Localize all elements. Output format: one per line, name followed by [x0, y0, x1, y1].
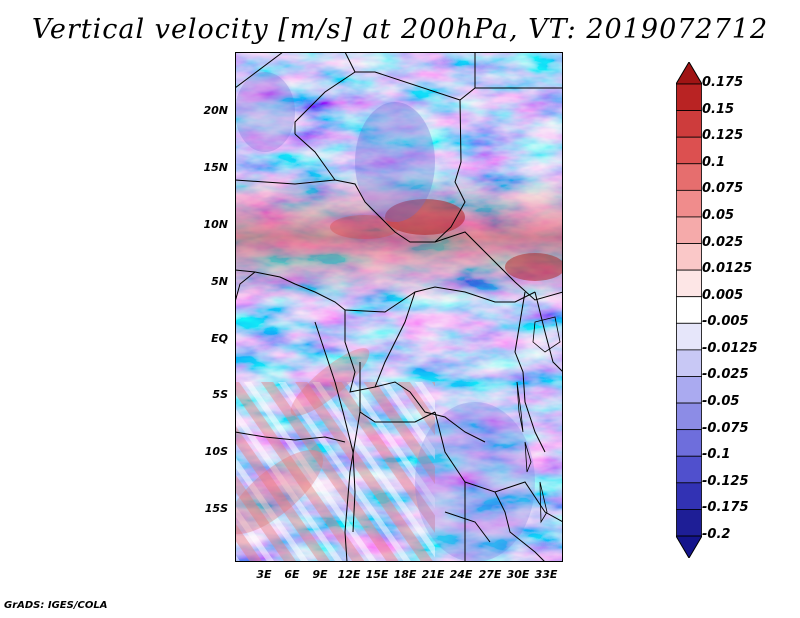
colorbar-label: 0.0125 [702, 261, 753, 277]
colorbar-label: -0.075 [702, 420, 749, 436]
lat-tick-label: 5S [212, 388, 228, 401]
lon-tick-label: 27E [478, 568, 502, 581]
lon-tick-label: 18E [393, 568, 417, 581]
lakes [516, 316, 561, 524]
lat-tick-label: EQ [211, 332, 228, 345]
colorbar-label: -0.1 [702, 447, 731, 463]
lon-tick-label: 24E [449, 568, 473, 581]
lon-tick-label: 9E [312, 568, 328, 581]
colorbar-label: -0.005 [702, 314, 749, 330]
colorbar-segment [676, 349, 702, 377]
colorbar-segment [676, 62, 702, 85]
lat-tick-label: 15N [203, 161, 228, 174]
colorbar-segment [676, 296, 702, 324]
colorbar-label: -0.125 [702, 473, 749, 489]
colorbar-segment [676, 455, 702, 484]
colorbar-label: 0.075 [702, 181, 744, 197]
colorbar-label: -0.2 [702, 527, 731, 542]
colorbar-label: 0.005 [702, 287, 744, 303]
colorbar [676, 62, 702, 558]
colorbar-segment [676, 189, 702, 218]
colorbar-segment [676, 376, 702, 404]
colorbar-label: -0.175 [702, 500, 749, 516]
colorbar-label: -0.0125 [702, 340, 758, 356]
colorbar-segment [676, 402, 702, 431]
colorbar-label: 0.15 [702, 101, 735, 117]
colorbar-segment [676, 136, 702, 165]
colorbar-label: 0.125 [702, 128, 744, 144]
colorbar-label: 0.1 [702, 154, 726, 170]
colorbar-segment [676, 243, 702, 271]
colorbar-segment [676, 163, 702, 191]
lat-tick-label: 5N [211, 275, 228, 288]
colorbar-label: -0.025 [702, 367, 749, 383]
colorbar-segment [676, 216, 702, 244]
colorbar-segment [676, 509, 702, 537]
lat-tick-label: 10N [203, 218, 228, 231]
lat-tick-label: 20N [203, 104, 228, 117]
colorbar-segment [676, 269, 702, 298]
lon-tick-label: 12E [337, 568, 361, 581]
lon-tick-label: 30E [506, 568, 530, 581]
colorbar-segment [676, 429, 702, 457]
colorbar-label: 0.05 [702, 207, 735, 223]
colorbar-label: -0.05 [702, 394, 740, 410]
chart-title: Vertical velocity [m/s] at 200hPa, VT: 2… [31, 14, 769, 45]
lat-tick-label: 15S [204, 502, 228, 515]
colorbar-segment [676, 322, 702, 351]
lon-tick-label: 6E [284, 568, 300, 581]
lon-tick-label: 33E [534, 568, 558, 581]
colorbar-segment [676, 535, 702, 558]
colorbar-segment [676, 83, 702, 111]
colorbar-segment [676, 482, 702, 510]
lat-tick-label: 10S [204, 445, 228, 458]
lon-tick-label: 21E [421, 568, 445, 581]
colorbar-label: 0.175 [702, 75, 744, 90]
lon-tick-label: 3E [256, 568, 272, 581]
colorbar-segment [676, 110, 702, 138]
country-borders [235, 52, 563, 562]
map-plot [235, 52, 563, 562]
lon-tick-label: 15E [365, 568, 389, 581]
colorbar-label: 0.025 [702, 234, 744, 250]
footer-credit: GrADS: IGES/COLA [4, 600, 108, 611]
